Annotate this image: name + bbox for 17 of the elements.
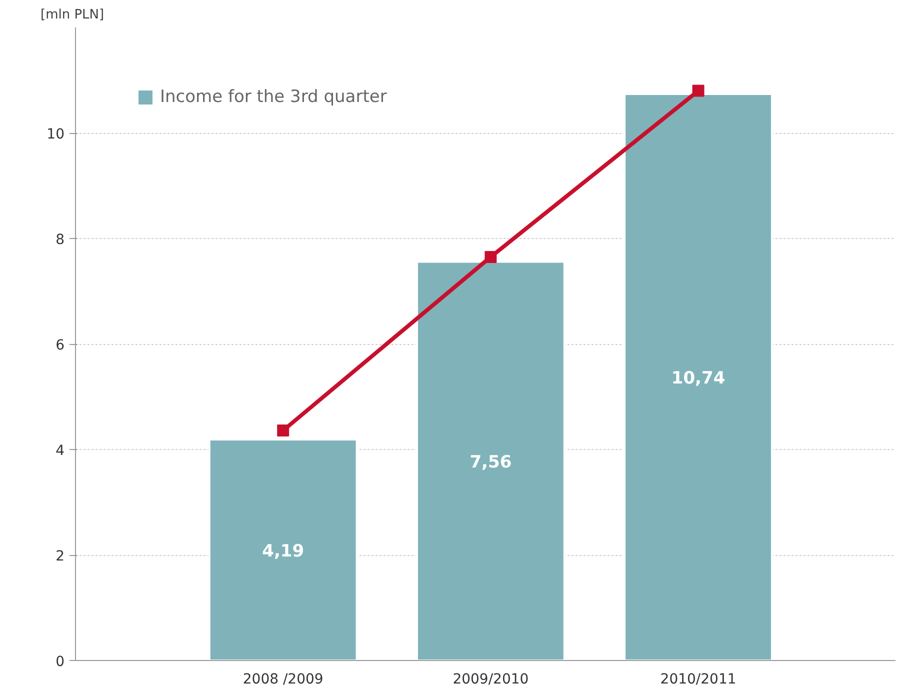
y-tick-label: 2: [56, 548, 65, 564]
x-tick-label: 2008 /2009: [242, 672, 324, 688]
y-tick-label: 6: [56, 338, 65, 354]
data-label: 10,74: [671, 368, 726, 389]
data-label: 4,19: [262, 541, 304, 562]
point: [692, 84, 704, 97]
y-tick-label: 0: [56, 654, 65, 670]
x-tick-label: 2010/2011: [660, 672, 736, 688]
y-tick-label: 4: [56, 443, 65, 459]
y-axis-title: [mln PLN]: [40, 8, 104, 22]
data-label: 7,56: [470, 452, 512, 473]
x-tick-label: 2009/2010: [452, 672, 529, 688]
legend-label: Income for the 3rd quarter: [160, 87, 387, 107]
y-tick-label: 10: [46, 126, 65, 142]
point: [277, 424, 290, 437]
point: [484, 250, 497, 263]
y-tick-label: 8: [56, 232, 65, 248]
